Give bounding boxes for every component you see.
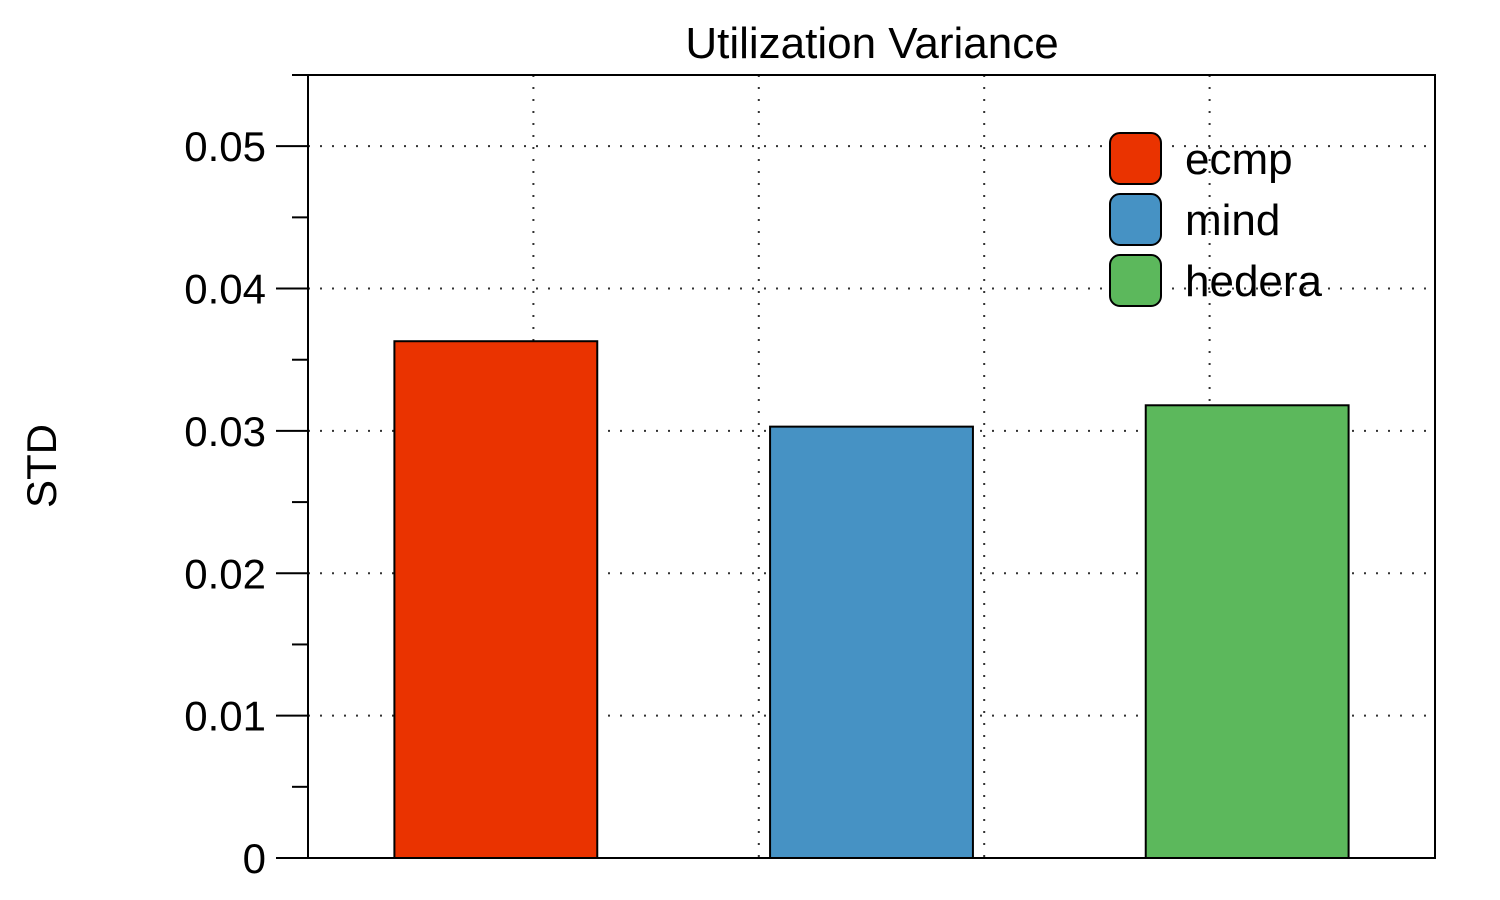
bar-hedera (1144, 404, 1350, 859)
bar-ecmp (393, 340, 599, 860)
legend: ecmp mind hedera (1109, 132, 1323, 307)
y-tick-label: 0.05 (184, 123, 266, 170)
y-tick-label: 0 (243, 835, 266, 882)
y-ticks: 0 0.01 0.02 0.03 0.04 0.05 (184, 74, 308, 882)
y-tick-label: 0.01 (184, 693, 266, 740)
legend-label-hedera: hedera (1185, 257, 1323, 306)
legend-label-ecmp: ecmp (1185, 135, 1293, 184)
y-tick-label: 0.03 (184, 408, 266, 455)
y-tick-label: 0.04 (184, 266, 266, 313)
bar-mind (769, 425, 974, 859)
y-axis-label: STD (18, 424, 65, 508)
legend-swatch-ecmp (1109, 132, 1162, 185)
plot-frame (307, 74, 1436, 859)
chart-title: Utilization Variance (685, 19, 1058, 68)
legend-label-mind: mind (1185, 196, 1280, 245)
legend-swatch-mind (1109, 193, 1162, 246)
y-tick-label: 0.02 (184, 550, 266, 597)
bars (393, 340, 1350, 860)
legend-swatch-hedera (1109, 254, 1162, 307)
